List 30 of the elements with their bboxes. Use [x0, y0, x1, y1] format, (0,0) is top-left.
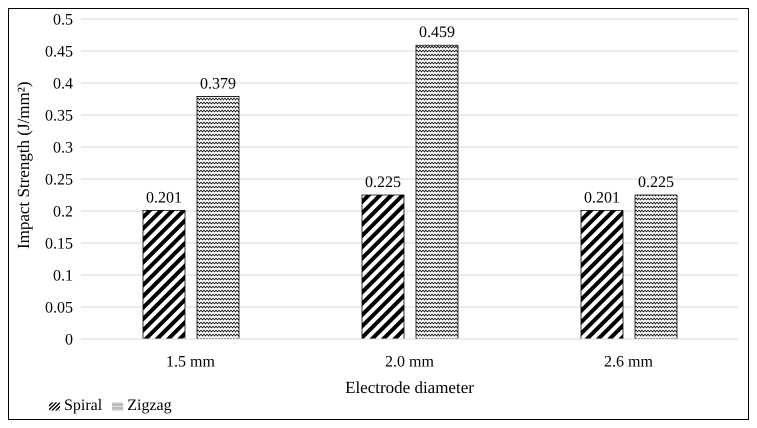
- y-tick-label: 0: [65, 332, 73, 349]
- legend-label: Spiral: [64, 397, 102, 414]
- data-label: 0.225: [638, 174, 674, 191]
- y-tick-label: 0.25: [45, 172, 73, 189]
- legend-label: Zigzag: [127, 397, 172, 414]
- y-tick-label: 0.45: [45, 44, 73, 61]
- y-tick-label: 0.1: [53, 268, 73, 285]
- bar: [142, 210, 186, 339]
- data-label: 0.379: [200, 75, 236, 92]
- x-tick-label: 2.0 mm: [385, 353, 434, 370]
- y-tick-label: 0.15: [45, 236, 73, 253]
- y-tick-label: 0.3: [53, 140, 73, 157]
- y-tick-label: 0.05: [45, 300, 73, 317]
- bar: [580, 210, 624, 339]
- bar: [196, 96, 240, 339]
- x-axis-title: Electrode diameter: [345, 378, 474, 397]
- data-label: 0.459: [419, 24, 455, 42]
- bar: [362, 194, 404, 339]
- data-label: 0.201: [146, 189, 182, 206]
- x-tick-label: 1.5 mm: [166, 353, 216, 370]
- data-label: 0.225: [365, 174, 401, 191]
- bar: [634, 194, 678, 339]
- y-tick-label: 0.35: [45, 108, 73, 125]
- y-tick-label: 0.2: [53, 204, 73, 221]
- x-tick-label: 2.6 mm: [604, 353, 654, 370]
- y-tick-label: 0.5: [53, 12, 73, 29]
- data-label: 0.201: [584, 189, 620, 206]
- y-axis-title: Impact Strength (J/mm²): [14, 81, 34, 249]
- y-tick-label: 0.4: [53, 76, 73, 93]
- bar: [416, 44, 458, 339]
